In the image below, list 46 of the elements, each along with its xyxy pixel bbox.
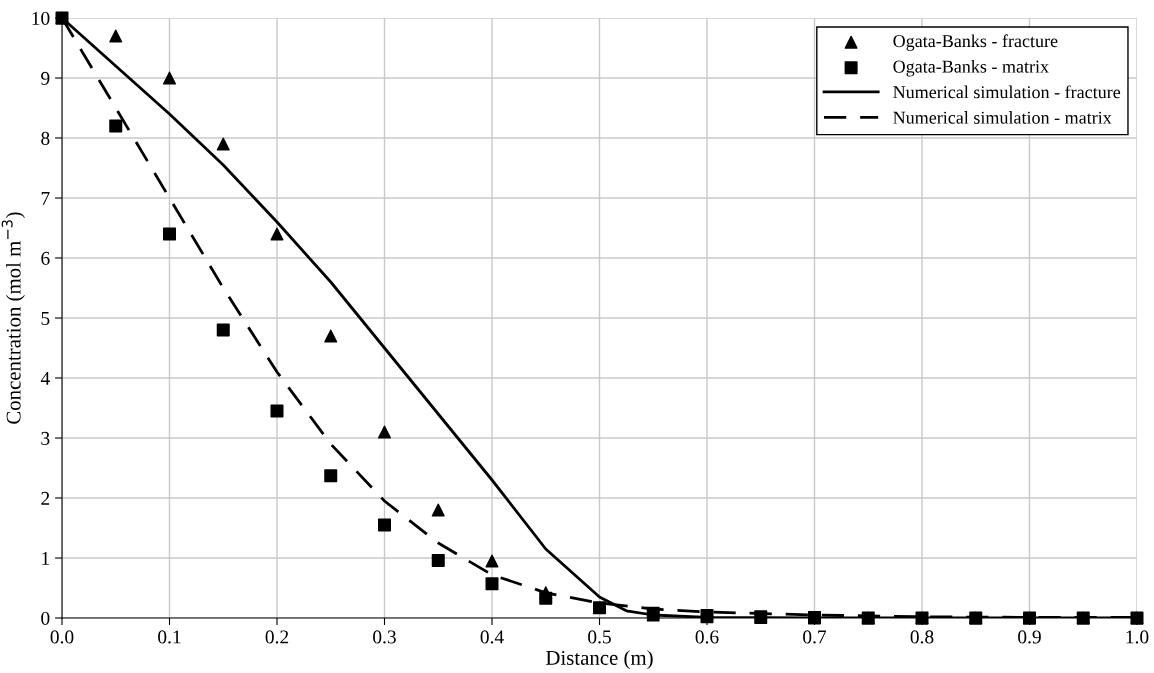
y-tick-label: 9	[41, 71, 50, 85]
x-axis-title: Distance (m)	[546, 650, 653, 670]
x-tick-label: 0.1	[158, 630, 181, 644]
point	[216, 323, 230, 337]
x-tick-label: 0.5	[588, 630, 611, 644]
x-tick-label: 0.0	[50, 630, 74, 644]
legend-label: Numerical simulation - matrix	[893, 111, 1112, 124]
y-tick-label: 4	[40, 371, 50, 385]
x-tick-label: 0.2	[265, 630, 289, 644]
point	[592, 601, 607, 615]
y-axis-title: Concentration (mol m$^{−3}$)	[1, 212, 25, 424]
point	[162, 71, 177, 85]
point	[109, 29, 123, 43]
point	[162, 227, 177, 241]
point	[109, 119, 123, 133]
y-tick-label: 0	[41, 611, 50, 625]
point	[270, 227, 284, 241]
point	[377, 518, 392, 532]
point	[431, 503, 445, 517]
y-tick-label: 2	[41, 491, 50, 505]
point	[377, 425, 392, 439]
point	[485, 554, 499, 568]
x-tick-label: 0.4	[480, 630, 504, 644]
point	[324, 469, 338, 483]
point	[485, 577, 499, 591]
point	[431, 553, 445, 567]
x-tick-label: 1.0	[1126, 630, 1149, 644]
x-tick-label: 0.9	[1018, 630, 1041, 644]
x-tick-label: 0.3	[373, 630, 396, 644]
y-tick-label: 1	[42, 551, 50, 565]
point	[216, 137, 230, 151]
y-tick-label: 3	[41, 431, 50, 445]
x-tick-label: 0.6	[695, 630, 719, 644]
legend-label: Ogata-Banks - matrix	[893, 60, 1049, 77]
x-tick-label: 0.8	[910, 630, 934, 644]
point	[539, 591, 553, 605]
y-tick-label: 7	[41, 192, 50, 205]
point	[324, 329, 338, 343]
y-tick-label: 10	[32, 11, 50, 25]
legend-label: Ogata-Banks - fracture	[893, 34, 1058, 51]
x-tick-label: 0.7	[803, 630, 827, 644]
y-tick-label: 5	[41, 312, 50, 325]
y-tick-label: 8	[41, 131, 50, 145]
y-tick-label: 6	[41, 251, 50, 265]
point	[270, 404, 284, 418]
legend-label: Numerical simulation - fracture	[893, 85, 1121, 99]
